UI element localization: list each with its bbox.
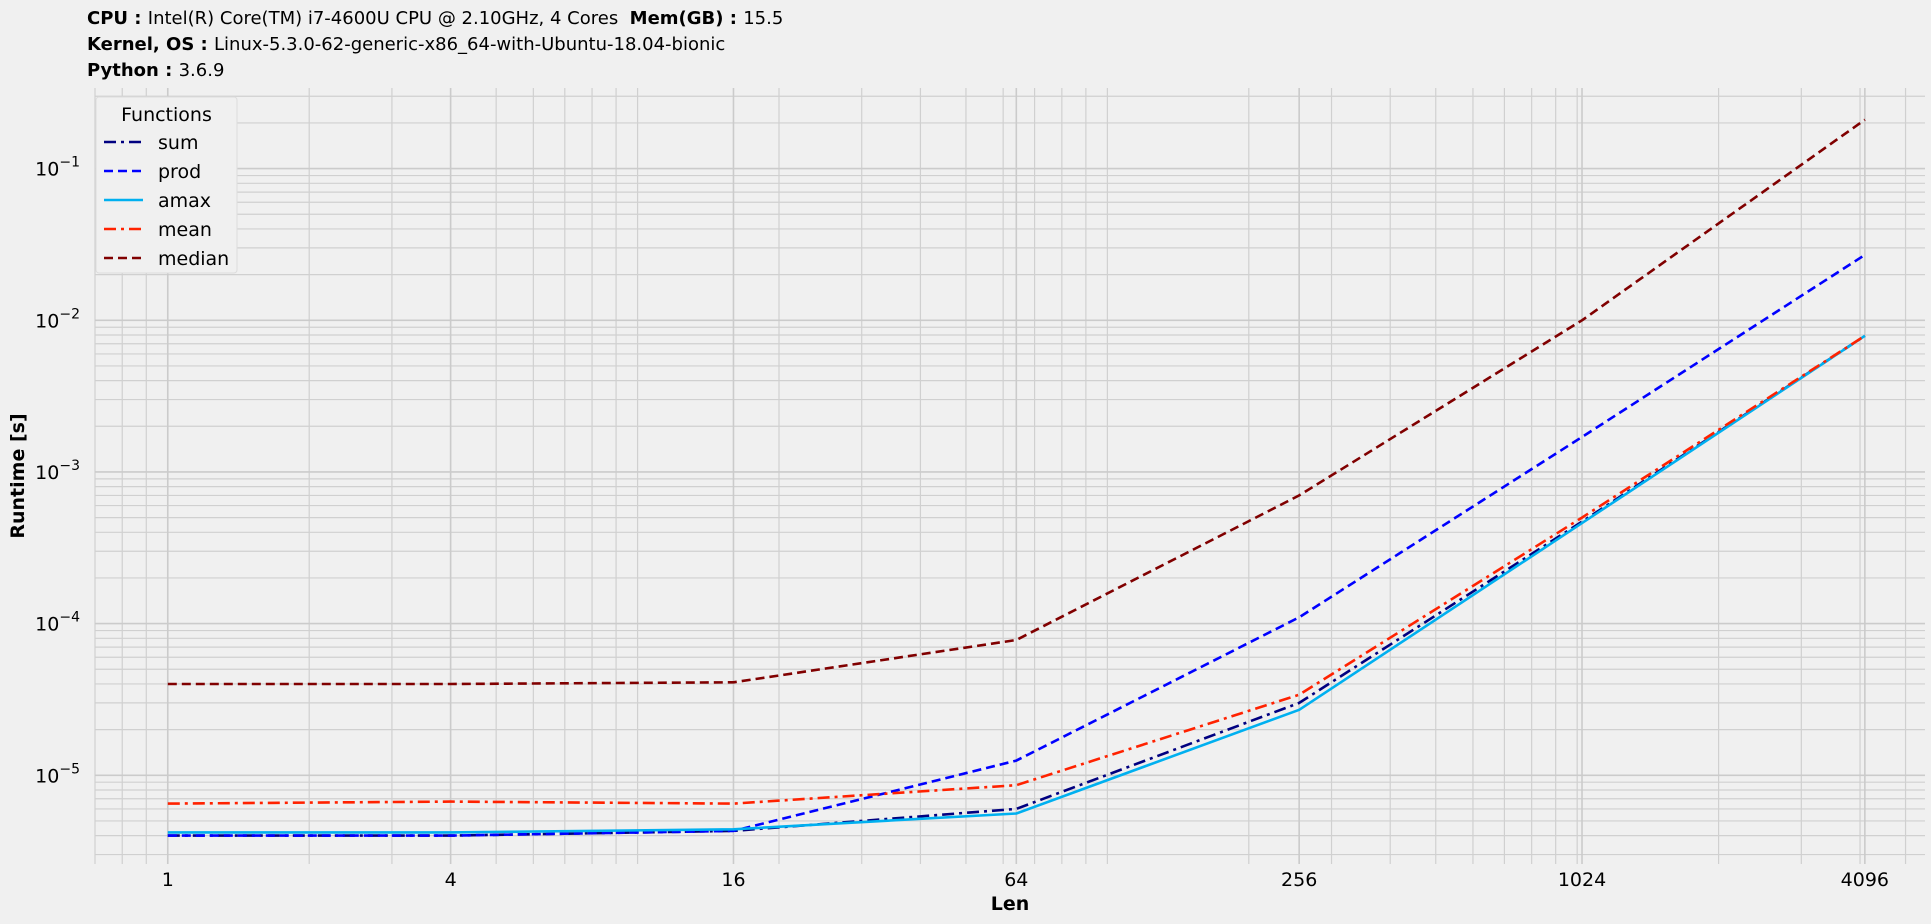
x-tick-label: 4: [445, 869, 457, 891]
cpu-label: CPU: [87, 8, 129, 29]
y-tick-labels: 10−5 10−4 10−3 10−2 10−1: [35, 155, 80, 788]
y-tick-label: 10−3: [35, 458, 80, 484]
x-tick-label: 4096: [1841, 869, 1889, 891]
kernel-label: Kernel, OS: [87, 34, 195, 55]
cpu-value: Intel(R) Core(TM) i7-4600U CPU @ 2.10GHz…: [147, 8, 619, 29]
major-grid: [95, 88, 1925, 864]
mem-value: 15.5: [743, 8, 784, 29]
y-tick-label: 10−5: [35, 761, 80, 787]
series-lines: [167, 118, 1866, 837]
cpu-mem-row: CPU : Intel(R) Core(TM) i7-4600U CPU @ 2…: [87, 6, 783, 32]
python-value: 3.6.9: [178, 60, 225, 81]
legend-title: Functions: [121, 104, 212, 126]
legend-label-prod: prod: [158, 161, 201, 183]
x-axis-label: Len: [991, 893, 1030, 915]
legend-label-sum: sum: [158, 132, 198, 154]
python-colon: :: [158, 60, 179, 81]
python-label: Python: [87, 60, 159, 81]
x-tick-label: 1024: [1558, 869, 1606, 891]
minor-grid: [94, 88, 1925, 864]
legend-label-median: median: [158, 248, 229, 270]
x-tick-label: 64: [1004, 869, 1028, 891]
kernel-colon: :: [194, 34, 215, 55]
cpu-colon: :: [128, 8, 148, 29]
series-line-prod: [167, 253, 1866, 837]
x-tick-labels: 1 4 16 64 256 1024 4096: [162, 869, 1889, 891]
mem-colon: :: [723, 8, 744, 29]
series-line-amax: [167, 334, 1866, 834]
x-tick-label: 1: [162, 869, 174, 891]
x-tick-label: 16: [721, 869, 745, 891]
series-line-mean: [167, 334, 1866, 805]
series-line-median: [167, 118, 1866, 686]
system-info-header: CPU : Intel(R) Core(TM) i7-4600U CPU @ 2…: [87, 6, 783, 84]
y-tick-label: 10−2: [35, 306, 80, 332]
kernel-value: Linux-5.3.0-62-generic-x86_64-with-Ubunt…: [214, 34, 726, 55]
mem-label: Mem(GB): [629, 8, 724, 29]
y-axis-label: Runtime [s]: [7, 413, 29, 538]
y-tick-label: 10−1: [35, 155, 80, 181]
legend-label-mean: mean: [158, 219, 212, 241]
x-tick-label: 256: [1281, 869, 1317, 891]
kernel-row: Kernel, OS : Linux-5.3.0-62-generic-x86_…: [87, 32, 783, 58]
python-row: Python : 3.6.9: [87, 58, 783, 84]
legend: Functions sum prod amax mean median: [95, 96, 238, 274]
y-tick-label: 10−4: [35, 610, 80, 636]
legend-label-amax: amax: [158, 190, 211, 212]
